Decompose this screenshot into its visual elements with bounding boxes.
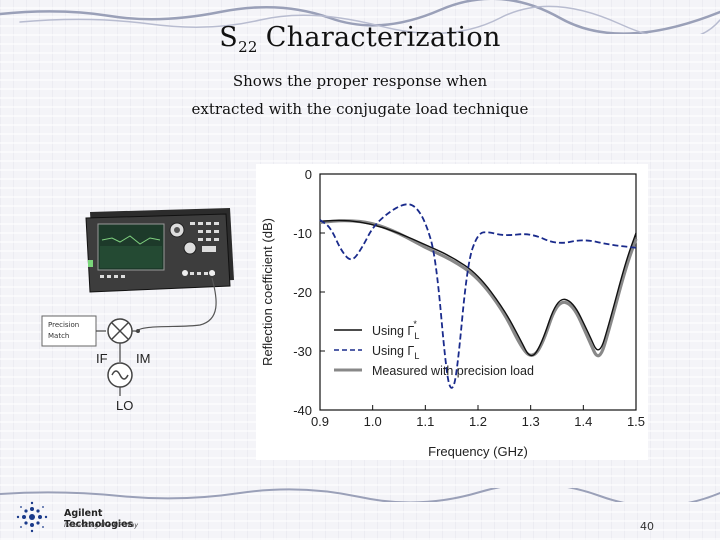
page-number: 40 [640,520,654,533]
series-line-1 [319,203,637,389]
x-tick-label: 1.0 [364,414,382,429]
y-axis-label: Reflection coefficient (dB) [260,218,275,366]
agilent-spark-icon [16,501,48,533]
top-decorative-border [0,0,720,34]
if-port-label: IF [96,351,108,366]
x-tick-label: 1.5 [627,414,645,429]
x-axis-label: Frequency (GHz) [428,444,528,459]
lo-port-label: LO [116,398,134,413]
y-tick-label: 0 [305,167,312,182]
x-tick-label: 1.1 [416,414,434,429]
legend-label-2: Measured with precision load [372,364,534,378]
im-port-label: IM [136,351,151,366]
slide-title: S22 Characterization [219,22,501,56]
subtitle-line-1: Shows the proper response when [232,72,488,90]
agilent-logo: Agilent Technologies Innovating the HP W… [8,498,168,536]
x-tick-label: 0.9 [311,414,329,429]
agilent-tagline: Innovating the HP Way [64,521,139,529]
measurement-setup-diagram: Precision Match IF IM LO [40,200,270,420]
chart-legend: Using ΓL* Using ΓL Measured with precision… [334,319,534,378]
agilent-logo-text: Agilent Technologies [64,508,134,530]
legend-label-1: Using ΓL [372,344,419,361]
y-tick-label: -30 [293,344,312,359]
subtitle-line-2: extracted with the conjugate load techni… [191,100,529,118]
y-tick-label: -10 [293,226,312,241]
network-analyzer-illustration [41,208,234,396]
bottom-decorative-border [0,488,720,502]
y-tick-label: -20 [293,285,312,300]
x-tick-label: 1.2 [469,414,487,429]
chart-svg: 0.9 1.0 1.1 1.2 1.3 1.4 1.5 0 -10 -20 -30 -40 Frequ… [260,167,645,459]
x-tick-label: 1.4 [574,414,592,429]
series-line-0 [319,219,637,357]
precision-match-label-1: Precision [48,321,80,329]
y-tick-label: -40 [293,403,312,418]
precision-match-label-2: Match [48,332,70,340]
x-tick-label: 1.3 [522,414,540,429]
reflection-coefficient-chart: 0.9 1.0 1.1 1.2 1.3 1.4 1.5 0 -10 -20 -30 -40 Frequ… [256,164,648,460]
legend-label-0: Using ΓL* [372,319,419,341]
plot-frame [319,173,637,411]
